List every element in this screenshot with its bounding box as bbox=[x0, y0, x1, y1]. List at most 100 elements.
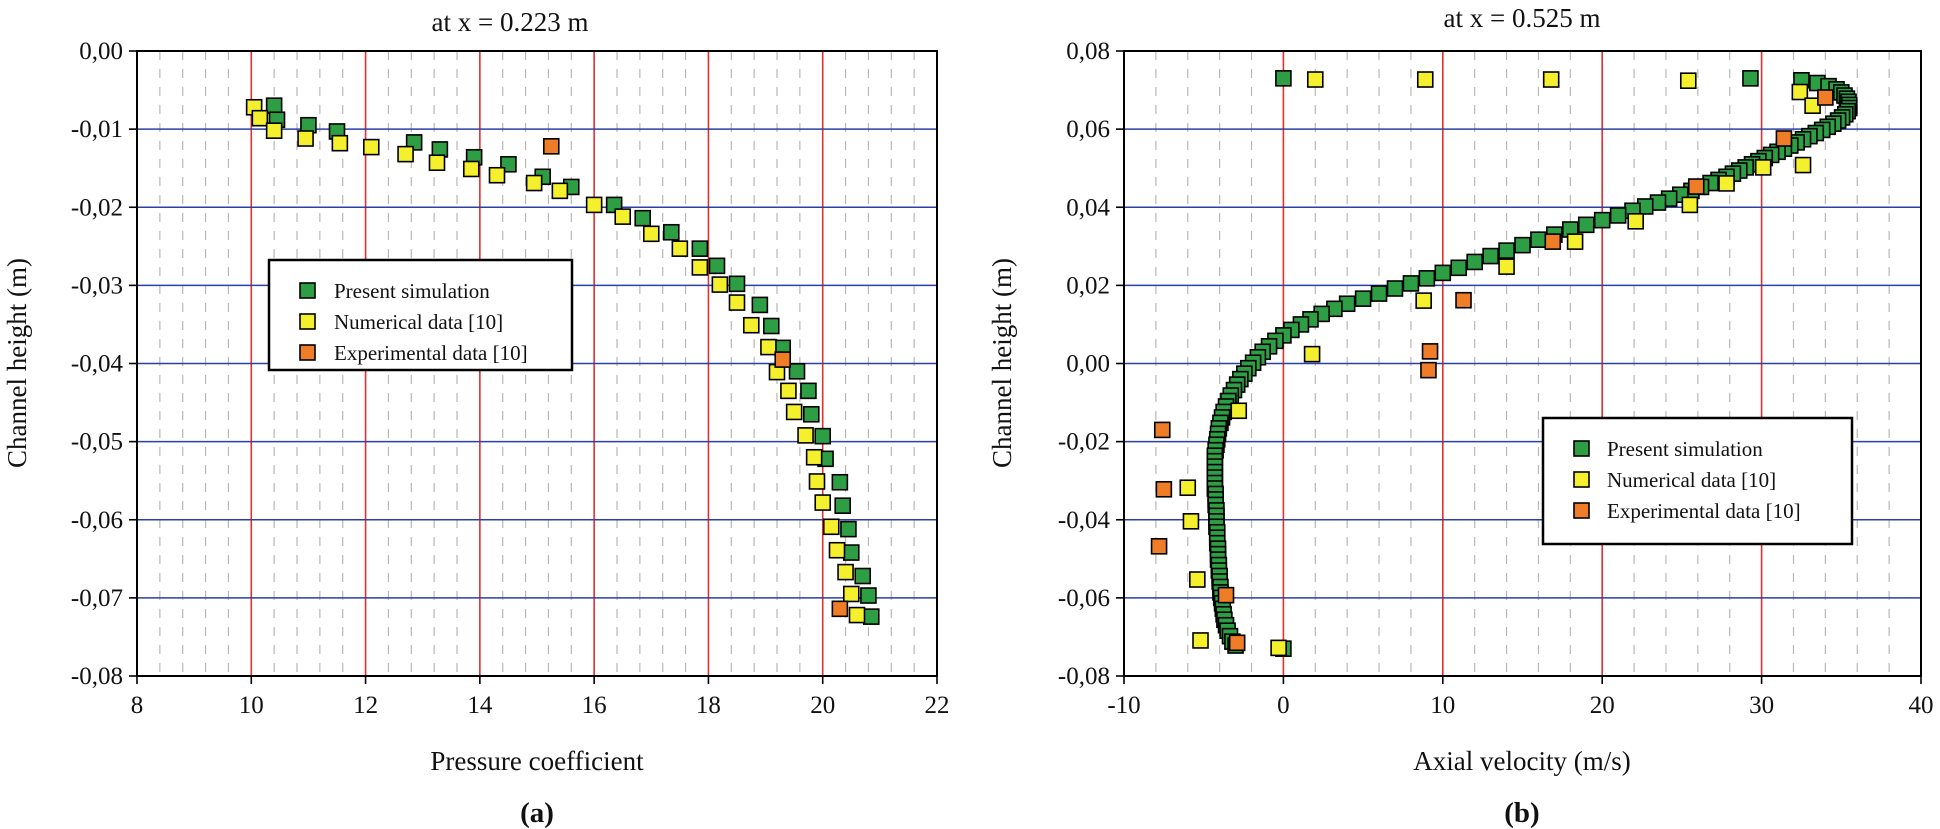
x-tick-label: 14 bbox=[467, 692, 493, 719]
point-experimental-data-10 bbox=[1687, 178, 1705, 195]
chart-a-x-label: Pressure coefficient bbox=[430, 746, 644, 776]
point-numerical-data-10 bbox=[822, 518, 840, 536]
point-present-simulation bbox=[1466, 253, 1483, 271]
x-tick-label: 10 bbox=[1430, 692, 1455, 719]
point-numerical-data-10 bbox=[551, 182, 569, 200]
y-tick-label: 0,06 bbox=[1066, 116, 1110, 143]
point-present-simulation bbox=[860, 587, 877, 604]
point-present-simulation bbox=[1370, 285, 1388, 302]
y-tick-label: 0,00 bbox=[79, 38, 123, 65]
chart-b-legend: Present simulation Numerical data [10] E… bbox=[1541, 416, 1854, 546]
point-numerical-data-10 bbox=[428, 154, 446, 172]
chart-a-y-label: Channel height (m) bbox=[2, 258, 32, 468]
chart-a: at x = 0.223 m 8 10 12 14 16 18 20 22 -0,08-0,0… bbox=[2, 7, 950, 829]
point-present-simulation bbox=[854, 567, 872, 585]
point-experimental-data-10 bbox=[1155, 480, 1173, 498]
point-numerical-data-10 bbox=[331, 134, 349, 152]
point-numerical-data-10 bbox=[251, 109, 269, 127]
point-numerical-data-10 bbox=[1679, 72, 1697, 89]
point-numerical-data-10 bbox=[1230, 402, 1248, 420]
point-numerical-data-10 bbox=[691, 259, 709, 276]
legend-a-marker-numerical bbox=[299, 313, 316, 330]
point-present-simulation bbox=[1498, 242, 1515, 259]
point-present-simulation bbox=[751, 296, 769, 314]
point-present-simulation bbox=[691, 240, 709, 257]
point-present-simulation bbox=[800, 382, 817, 400]
point-present-simulation bbox=[634, 209, 652, 227]
point-numerical-data-10 bbox=[848, 606, 866, 624]
point-numerical-data-10 bbox=[828, 541, 846, 559]
point-numerical-data-10 bbox=[1566, 233, 1584, 250]
chart-a-title: at x = 0.223 m bbox=[432, 7, 589, 37]
point-experimental-data-10 bbox=[1420, 361, 1437, 379]
y-tick-label: 0,02 bbox=[1066, 272, 1110, 299]
y-tick-label: -0,02 bbox=[1058, 429, 1110, 456]
point-experimental-data-10 bbox=[831, 600, 849, 618]
point-numerical-data-10 bbox=[1718, 175, 1735, 192]
legend-a-label-experimental: Experimental data [10] bbox=[334, 341, 528, 365]
point-numerical-data-10 bbox=[728, 294, 746, 311]
point-numerical-data-10 bbox=[1182, 513, 1200, 530]
panel-a-label: (a) bbox=[520, 797, 554, 829]
point-numerical-data-10 bbox=[362, 138, 380, 156]
point-numerical-data-10 bbox=[814, 494, 832, 511]
point-present-simulation bbox=[662, 223, 680, 241]
point-numerical-data-10 bbox=[797, 427, 814, 444]
y-tick-label: -0,06 bbox=[71, 507, 123, 534]
point-present-simulation bbox=[1593, 211, 1611, 229]
chart-a-legend: Present simulation Numerical data [10] E… bbox=[267, 258, 574, 372]
point-present-simulation bbox=[762, 317, 780, 335]
x-tick-label: 18 bbox=[696, 692, 721, 719]
point-present-simulation bbox=[1354, 290, 1372, 307]
point-present-simulation bbox=[1450, 259, 1468, 277]
x-tick-label: 16 bbox=[582, 692, 607, 719]
point-numerical-data-10 bbox=[711, 276, 729, 293]
point-present-simulation bbox=[728, 275, 746, 293]
point-present-simulation bbox=[1530, 231, 1547, 248]
point-numerical-data-10 bbox=[1306, 71, 1324, 88]
x-tick-label: 30 bbox=[1749, 692, 1774, 719]
point-present-simulation bbox=[1386, 280, 1404, 297]
chart-a-x-ticks: 8 10 12 14 16 18 20 22 bbox=[131, 676, 950, 719]
legend-b-marker-experimental bbox=[1573, 502, 1590, 519]
legend-b-label-experimental: Experimental data [10] bbox=[1607, 499, 1801, 523]
chart-b-points bbox=[1150, 70, 1858, 657]
chart-b-x-label: Axial velocity (m/s) bbox=[1413, 746, 1630, 776]
chart-b-y-label: Channel height (m) bbox=[987, 258, 1017, 468]
point-experimental-data-10 bbox=[1544, 233, 1562, 250]
point-numerical-data-10 bbox=[1627, 213, 1644, 230]
point-present-simulation bbox=[802, 405, 820, 423]
point-numerical-data-10 bbox=[614, 208, 632, 225]
y-tick-label: -0,04 bbox=[71, 351, 124, 378]
legend-a-marker-present bbox=[299, 282, 316, 299]
point-numerical-data-10 bbox=[1416, 71, 1434, 88]
point-present-simulation bbox=[1577, 216, 1595, 234]
point-numerical-data-10 bbox=[1754, 159, 1772, 176]
point-present-simulation bbox=[788, 363, 806, 380]
chart-b: at x = 0.525 m -10 0 10 20 30 40 -0,08-0,06-0… bbox=[987, 3, 1934, 829]
point-present-simulation bbox=[1514, 236, 1531, 254]
point-experimental-data-10 bbox=[1217, 586, 1235, 604]
point-experimental-data-10 bbox=[542, 138, 560, 155]
y-tick-label: 0,04 bbox=[1066, 194, 1110, 221]
y-tick-label: 0,08 bbox=[1066, 38, 1110, 65]
y-tick-label: -0,02 bbox=[71, 194, 123, 221]
point-numerical-data-10 bbox=[462, 160, 480, 178]
point-experimental-data-10 bbox=[774, 351, 792, 368]
chart-b-y-ticks: -0,08 -0,06 -0,04 -0,02 0,00 0,02 0,04 0,06 0,08 bbox=[1058, 38, 1124, 690]
point-present-simulation bbox=[1275, 70, 1292, 87]
point-numerical-data-10 bbox=[808, 473, 826, 490]
x-tick-label: 10 bbox=[239, 692, 264, 719]
y-tick-label: -0,08 bbox=[71, 663, 123, 690]
point-present-simulation bbox=[265, 97, 283, 114]
x-tick-label: 0 bbox=[1277, 692, 1290, 719]
y-tick-label: -0,08 bbox=[1058, 663, 1110, 690]
point-numerical-data-10 bbox=[742, 316, 760, 334]
point-numerical-data-10 bbox=[1192, 632, 1209, 649]
point-present-simulation bbox=[1742, 70, 1759, 87]
y-tick-label: -0,04 bbox=[1058, 507, 1111, 534]
y-tick-label: -0,03 bbox=[71, 272, 123, 299]
point-numerical-data-10 bbox=[1303, 345, 1321, 363]
point-numerical-data-10 bbox=[297, 130, 314, 147]
point-numerical-data-10 bbox=[642, 225, 660, 243]
